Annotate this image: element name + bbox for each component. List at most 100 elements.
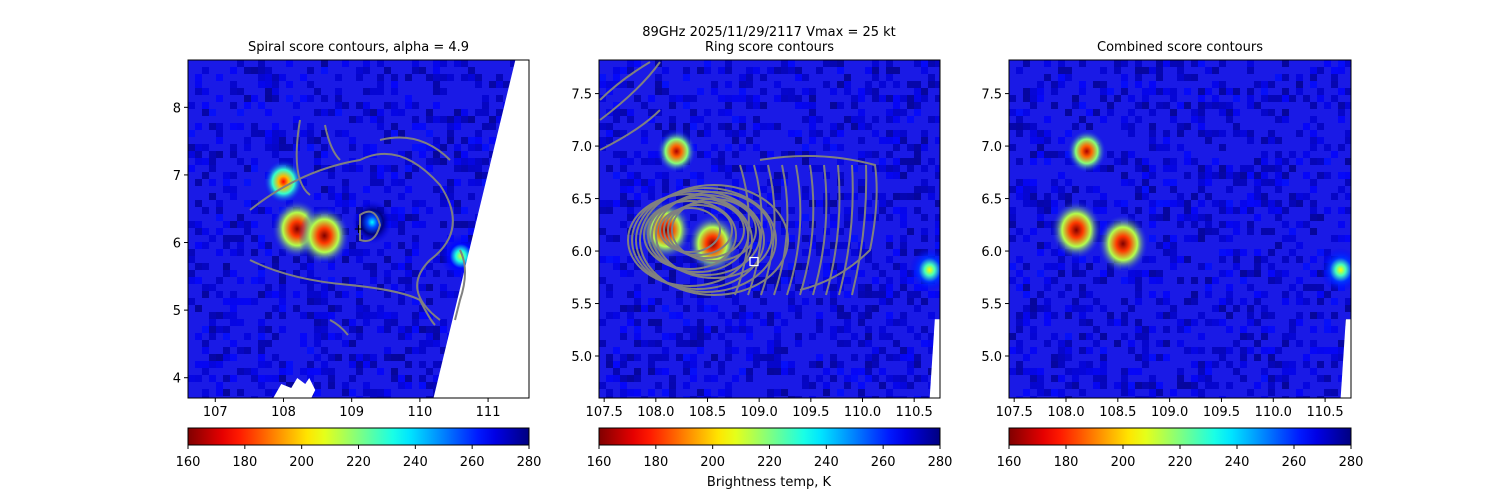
panel-title: Ring score contours xyxy=(705,40,834,55)
contour-line xyxy=(324,124,341,161)
axes-frame xyxy=(598,59,941,399)
colorbar-tick-label: 160 xyxy=(587,455,612,470)
colorbar-tick-label: 160 xyxy=(997,455,1022,470)
center-marker: + xyxy=(353,222,363,236)
y-tick-label: 6.0 xyxy=(571,245,592,260)
colorbar-tick-label: 180 xyxy=(643,455,668,470)
panel-3: Combined score contours 107.5 108.0 108.5 10… xyxy=(981,40,1363,470)
x-tick-label: 107.5 xyxy=(996,405,1033,420)
contour-line xyxy=(760,164,776,296)
contour-line xyxy=(627,193,753,287)
hotspot xyxy=(1066,129,1107,174)
y-tick-label: 8 xyxy=(173,101,181,116)
missing-data-patch xyxy=(273,378,316,398)
contour-line xyxy=(329,319,349,336)
hotspot xyxy=(656,129,697,174)
contour-line xyxy=(635,187,777,293)
contour-line xyxy=(631,190,765,290)
hotspot xyxy=(1097,213,1149,274)
colorbar-tick-label: 280 xyxy=(1339,455,1364,470)
contour-line xyxy=(295,119,311,196)
contour-line xyxy=(773,164,789,296)
colorbar-tick-label: 220 xyxy=(346,455,371,470)
heatmap-field xyxy=(188,60,529,398)
contour-line xyxy=(838,164,854,296)
colorbar: 160 180 200 220 240 260 280 xyxy=(997,427,1364,470)
contour-line xyxy=(643,200,737,270)
x-tick-label: 108.0 xyxy=(637,405,674,420)
axes-frame xyxy=(187,59,530,399)
x-tick-label: 110.0 xyxy=(1255,405,1292,420)
x-tick-label: 107.5 xyxy=(586,405,623,420)
colorbar-tick-label: 280 xyxy=(928,455,953,470)
colorbar-label: Brightness temp, K xyxy=(707,475,832,490)
x-tick-label: 109.5 xyxy=(1203,405,1240,420)
contour-line xyxy=(599,61,661,151)
x-tick-label: 110.0 xyxy=(844,405,881,420)
y-tick-label: 5 xyxy=(173,304,181,319)
y-tick-label: 7 xyxy=(173,169,181,184)
x-tick-label: 108.5 xyxy=(1099,405,1136,420)
center-marker xyxy=(749,256,759,267)
panel-title: Combined score contours xyxy=(1097,40,1263,55)
panels: + Spiral score contours, alpha = 4.9 107 10… xyxy=(173,40,1364,470)
hotspot xyxy=(909,247,940,292)
x-tick-label: 111 xyxy=(476,405,501,420)
missing-data-swath xyxy=(929,319,940,398)
colorbar-tick-label: 240 xyxy=(403,455,428,470)
hotspot xyxy=(1050,200,1103,261)
y-tick-label: 5.0 xyxy=(981,350,1002,365)
x-tick-label: 109.5 xyxy=(792,405,829,420)
contour-line xyxy=(249,259,436,326)
colorbar-ramp xyxy=(598,427,941,446)
panel-1: + Spiral score contours, alpha = 4.9 107 10… xyxy=(173,40,542,470)
colorbar-tick-label: 240 xyxy=(1225,455,1250,470)
colorbar-tick-label: 220 xyxy=(757,455,782,470)
y-tick-label: 6.5 xyxy=(981,193,1002,208)
y-tick-label: 5.5 xyxy=(981,298,1002,313)
y-tick-label: 7.5 xyxy=(571,88,592,103)
heatmap-field xyxy=(1009,60,1351,398)
x-tick-label: 108 xyxy=(271,405,296,420)
hotspot xyxy=(1320,247,1351,292)
panel-title: Spiral score contours, alpha = 4.9 xyxy=(248,40,469,55)
figure-title: 89GHz 2025/11/29/2117 Vmax = 25 kt xyxy=(642,25,896,40)
y-tick-label: 7.0 xyxy=(571,140,592,155)
colorbar-ramp xyxy=(187,427,530,446)
contour-line xyxy=(663,204,733,256)
contour-line xyxy=(825,164,841,296)
y-tick-label: 6 xyxy=(173,237,181,252)
y-tick-label: 7.5 xyxy=(981,88,1002,103)
contour-line xyxy=(659,207,721,253)
contour-line xyxy=(639,184,789,296)
x-tick-label: 108.0 xyxy=(1047,405,1084,420)
colorbar-tick-label: 200 xyxy=(1111,455,1136,470)
contour-line xyxy=(851,164,868,296)
score-contours xyxy=(599,61,878,296)
contour-line xyxy=(759,155,878,291)
contour-line xyxy=(734,164,750,296)
colorbar-tick-label: 180 xyxy=(1054,455,1079,470)
x-tick-label: 109 xyxy=(339,405,364,420)
colorbar-tick-label: 160 xyxy=(176,455,201,470)
contour-line xyxy=(799,164,815,296)
colorbar-tick-label: 200 xyxy=(700,455,725,470)
contour-line xyxy=(249,152,454,321)
colorbar-ramp xyxy=(1008,427,1352,446)
x-tick-label: 110.5 xyxy=(896,405,933,420)
colorbar-tick-label: 220 xyxy=(1168,455,1193,470)
colorbar-tick-label: 260 xyxy=(1282,455,1307,470)
x-tick-label: 110.5 xyxy=(1306,405,1343,420)
contour-line xyxy=(786,164,802,296)
colorbar-tick-label: 280 xyxy=(517,455,542,470)
colorbar: 160 180 200 220 240 260 280 xyxy=(587,427,953,470)
contour-line xyxy=(454,249,466,321)
colorbar-tick-label: 180 xyxy=(232,455,257,470)
colorbar: 160 180 200 220 240 260 280 xyxy=(176,427,542,470)
x-tick-label: 108.5 xyxy=(689,405,726,420)
y-tick-label: 6.5 xyxy=(571,193,592,208)
x-tick-label: 109.0 xyxy=(741,405,778,420)
colorbar-tick-label: 260 xyxy=(460,455,485,470)
colorbar-tick-label: 260 xyxy=(871,455,896,470)
